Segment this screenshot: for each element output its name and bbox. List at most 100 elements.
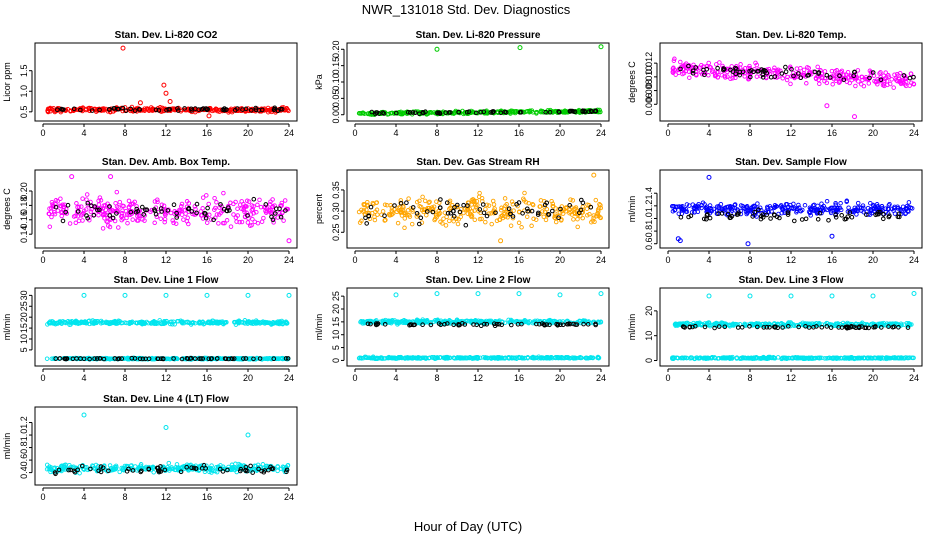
data-point: [681, 67, 686, 72]
data-point: [808, 213, 813, 218]
black-data-point: [171, 356, 176, 361]
y-tick-label: 0.00: [331, 106, 341, 124]
y-tick-label: 0.18: [19, 197, 29, 215]
black-data-point: [71, 106, 77, 112]
data-point: [159, 107, 164, 113]
data-point: [801, 67, 807, 73]
data-point: [432, 216, 438, 221]
data-point: [491, 202, 497, 207]
data-point: [715, 74, 721, 80]
black-data-point: [702, 72, 707, 78]
black-data-point: [496, 321, 502, 327]
black-data-point: [461, 202, 466, 208]
data-point: [209, 463, 214, 468]
data-point: [434, 199, 439, 204]
data-point: [217, 212, 222, 217]
black-data-point: [484, 213, 490, 219]
black-data-point: [872, 324, 878, 330]
data-point: [585, 355, 590, 361]
black-data-point: [896, 325, 901, 330]
y-tick-label: 0.010: [644, 66, 654, 89]
data-point: [214, 212, 220, 217]
data-point: [182, 208, 187, 213]
black-data-point: [272, 211, 278, 216]
data-point: [135, 213, 140, 219]
data-point: [128, 463, 134, 469]
black-data-point: [779, 71, 785, 76]
black-data-point: [725, 211, 731, 217]
black-data-point: [392, 203, 397, 208]
data-point: [780, 205, 785, 211]
data-point: [533, 217, 539, 222]
data-point: [864, 355, 870, 361]
data-point: [402, 210, 408, 216]
x-tick-label: 8: [122, 255, 127, 265]
black-data-point: [544, 322, 550, 327]
y-axis-label: kPa: [314, 74, 324, 90]
data-point: [454, 204, 460, 210]
black-data-point: [466, 109, 472, 114]
black-data-point: [455, 202, 460, 208]
data-point: [743, 204, 749, 210]
black-data-point: [887, 213, 892, 218]
data-point: [479, 216, 484, 222]
black-data-point: [727, 215, 733, 221]
data-point: [431, 204, 437, 209]
black-data-point: [158, 206, 164, 211]
data-point: [200, 206, 205, 211]
data-point: [828, 210, 834, 216]
outlier-point: [286, 238, 292, 244]
x-tick-label: 20: [243, 492, 253, 502]
data-point: [204, 220, 210, 225]
black-data-point: [493, 210, 498, 216]
data-point: [259, 319, 265, 325]
data-point: [482, 319, 487, 325]
data-point: [705, 322, 711, 327]
data-point: [443, 356, 448, 361]
black-data-point: [737, 72, 743, 78]
data-point: [817, 355, 823, 361]
data-point: [489, 221, 494, 227]
data-point: [237, 462, 243, 468]
data-point: [719, 206, 725, 211]
data-point: [687, 203, 692, 208]
data-point: [563, 206, 569, 211]
data-point: [859, 82, 864, 87]
black-data-point: [728, 67, 733, 73]
data-point: [830, 356, 836, 361]
data-point: [670, 356, 676, 361]
black-data-point: [200, 356, 205, 361]
x-tick-label: 16: [202, 255, 212, 265]
black-data-point: [567, 321, 573, 327]
data-point: [182, 356, 188, 362]
black-data-point: [760, 215, 766, 220]
data-point: [509, 355, 515, 361]
y-tick-label: 0.8: [644, 225, 654, 238]
y-tick-label: 1.5: [19, 64, 29, 77]
black-data-point: [141, 212, 146, 217]
x-tick-label: 0: [665, 373, 670, 383]
data-point: [47, 224, 53, 229]
data-point: [282, 198, 288, 203]
data-point: [879, 322, 885, 328]
data-point: [106, 320, 111, 325]
black-data-point: [165, 208, 171, 213]
data-point: [864, 209, 869, 215]
data-point: [749, 355, 754, 361]
data-point: [750, 204, 755, 209]
black-data-point: [733, 65, 738, 71]
data-point: [856, 356, 862, 361]
y-tick-label: 10: [331, 330, 341, 340]
data-point: [557, 355, 563, 360]
x-tick-label: 8: [434, 373, 439, 383]
black-data-point: [773, 324, 778, 330]
chart-title: Stan. Dev. Gas Stream RH: [416, 157, 539, 168]
data-point: [521, 198, 527, 203]
plot-frame: [659, 169, 923, 249]
data-point: [253, 318, 259, 323]
data-point: [866, 81, 872, 86]
data-point: [126, 205, 132, 210]
data-point: [93, 462, 99, 468]
data-point: [699, 62, 704, 68]
data-point: [202, 467, 208, 472]
